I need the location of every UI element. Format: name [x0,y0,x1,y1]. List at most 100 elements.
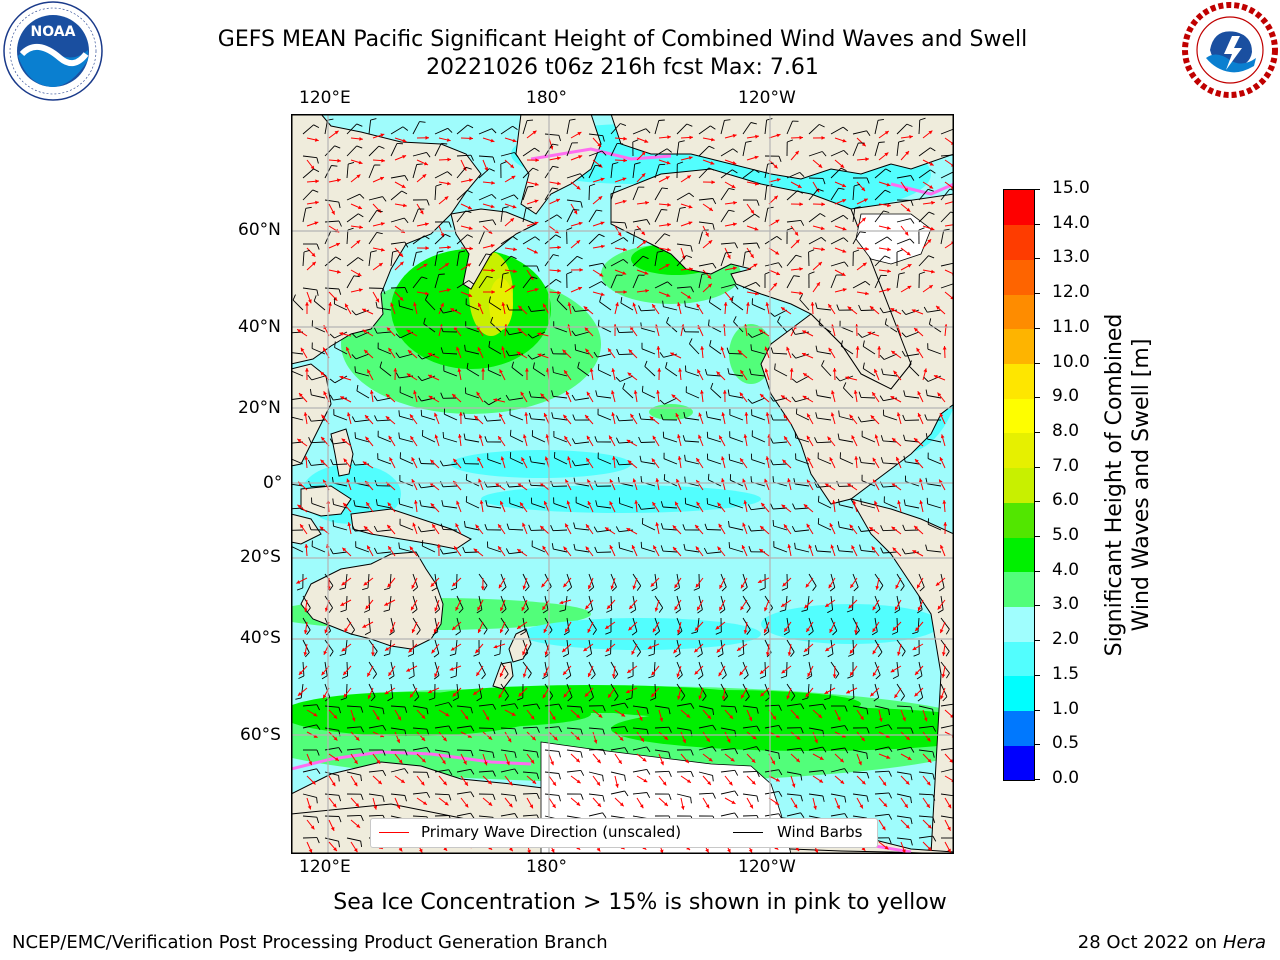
wind-barb [346,726,361,729]
wave-arrow-head [388,672,392,676]
wind-barb-flag [638,436,642,443]
wind-barb-flag [615,376,621,382]
wind-barb [509,414,524,421]
wave-arrow-head [676,673,681,678]
colorbar-tick-mark [1034,189,1040,190]
wave-arrow-head [586,435,591,440]
wind-barb-flag [426,199,430,206]
wind-barb [478,155,494,158]
wave-arrow-head [739,392,744,397]
wind-barb-flag [449,653,456,657]
wave-arrow-head [525,368,529,372]
wave-arrow-head [346,478,351,483]
wave-arrow-head [576,714,580,718]
wind-barb [531,503,546,509]
wind-barb-flag [679,206,686,209]
wind-barb [522,703,537,707]
wind-barb-flag [806,675,813,680]
wind-barb-flag [710,125,716,130]
wind-barb [588,793,603,797]
wind-barb [896,595,901,610]
wave-arrow-head [824,483,829,487]
colorbar-segment [1004,294,1034,330]
wave-arrow-head [303,412,308,416]
wind-barb-flag [844,768,849,774]
wave-arrow-head [949,759,954,763]
wave-arrow-head [851,435,855,440]
wind-barb [487,505,502,509]
wind-barb [566,255,578,267]
wind-barb [390,143,398,157]
wind-barb-flag [637,503,642,510]
wind-barb-flag [879,395,884,401]
wave-arrow-head [424,161,428,166]
wave-arrow-head [476,672,480,676]
wave-arrow-head [512,204,517,209]
wave-arrow-head [334,130,339,135]
wave-arrow-head [689,135,693,140]
wind-barb [355,371,370,377]
wind-barb [456,190,468,201]
wind-barb-flag [683,412,686,419]
wave-arrow-head [940,629,944,634]
wind-barb [390,190,402,201]
wave-arrow-head [845,376,850,380]
wind-barb [874,120,879,135]
wind-barb [905,440,920,443]
wind-barb-flag [476,697,482,702]
wave-arrow-head [584,692,589,697]
wind-barb [709,301,722,311]
wind-barb [456,280,470,289]
wave-arrow-head [941,652,946,656]
wind-barb [478,168,490,179]
wind-barb [390,287,406,289]
wave-arrow-head [605,648,610,652]
wind-barb [488,302,502,311]
wind-barb-flag [638,413,642,420]
wave-arrow-head [677,456,682,460]
wave-arrow-head [740,370,744,374]
wind-barb-flag [641,385,644,392]
wind-barb [818,501,832,509]
wind-barb [786,793,801,796]
wave-arrow-head [861,217,866,222]
wave-arrow-head [573,210,578,215]
wind-barb-flag [728,209,735,212]
wind-barb [346,164,349,179]
wind-barb-flag [593,526,598,533]
wave-arrow-head [832,500,836,504]
wind-barb-flag [795,407,798,414]
wave-arrow-head [677,629,681,634]
wave-arrow-head [609,479,614,484]
wave-arrow-head [821,136,825,140]
wave-arrow-head [398,847,403,852]
wind-barb-flag [780,675,787,679]
wave-arrow-head [508,803,513,808]
wind-barb-flag [492,219,497,226]
wind-barb-flag [712,775,714,782]
wave-arrow-head [380,222,385,226]
wind-barb-flag [778,791,783,797]
wind-barb [808,661,813,676]
wind-barb-flag [329,394,334,401]
wave-arrow-head [923,717,928,722]
wind-barb-flag [528,412,532,419]
wind-barb [882,485,898,488]
wave-arrow-head [455,523,459,528]
wind-barb-flag [708,145,715,150]
wave-arrow-head [804,604,809,609]
wave-arrow-head [425,135,429,140]
wind-barb-flag [536,727,540,733]
wave-arrow-head [685,759,689,764]
wind-barb [444,413,458,421]
wind-barb [434,661,440,676]
wind-barb [742,770,758,773]
wave-arrow-head [917,391,921,396]
wind-barb [465,326,480,333]
wind-barb [928,523,942,531]
wind-barb-flag [854,206,861,209]
wind-barb-flag [416,163,423,165]
wave-arrow-head [341,438,346,443]
wave-arrow-head [939,457,944,462]
wind-barb-flag [599,295,602,303]
